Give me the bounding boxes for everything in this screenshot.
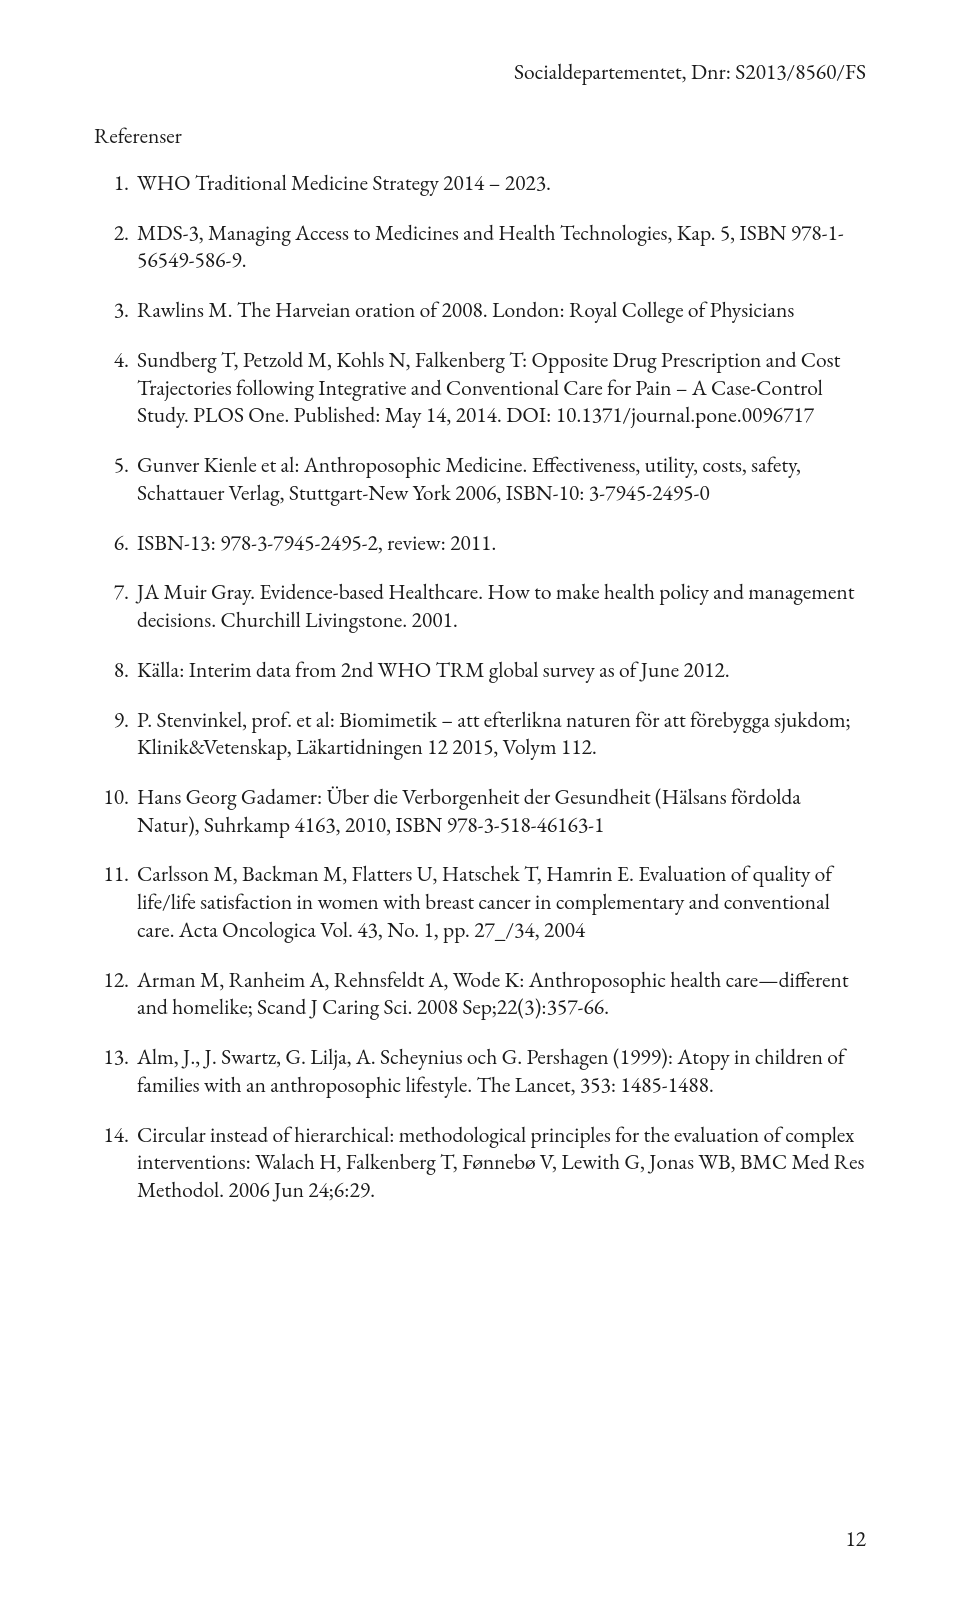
reference-text: Källa: Interim data from 2nd WHO TRM glo… (137, 657, 866, 685)
reference-number: 1. (94, 170, 137, 198)
reference-item: 7. JA Muir Gray. Evidence-based Healthca… (94, 579, 866, 634)
reference-number: 9. (94, 707, 137, 762)
reference-number: 3. (94, 297, 137, 325)
reference-text: Rawlins M. The Harveian oration of 2008.… (137, 297, 866, 325)
reference-item: 9. P. Stenvinkel, prof. et al: Biomimeti… (94, 707, 866, 762)
reference-item: 11. Carlsson M, Backman M, Flatters U, H… (94, 861, 866, 944)
reference-item: 13. Alm, J., J. Swartz, G. Lilja, A. Sch… (94, 1044, 866, 1099)
reference-number: 11. (94, 861, 137, 944)
reference-number: 5. (94, 452, 137, 507)
reference-number: 12. (94, 967, 137, 1022)
reference-text: Alm, J., J. Swartz, G. Lilja, A. Scheyni… (137, 1044, 866, 1099)
page: Socialdepartementet, Dnr: S2013/8560/FS … (0, 0, 960, 1607)
reference-number: 2. (94, 220, 137, 275)
page-number: 12 (845, 1525, 866, 1553)
reference-number: 13. (94, 1044, 137, 1099)
reference-list: 1. WHO Traditional Medicine Strategy 201… (94, 170, 866, 1205)
reference-item: 12. Arman M, Ranheim A, Rehnsfeldt A, Wo… (94, 967, 866, 1022)
reference-item: 14. Circular instead of hierarchical: me… (94, 1122, 866, 1205)
reference-item: 2. MDS-3, Managing Access to Medicines a… (94, 220, 866, 275)
reference-text: ISBN-13: 978-3-7945-2495-2, review: 2011… (137, 530, 866, 558)
reference-text: P. Stenvinkel, prof. et al: Biomimetik –… (137, 707, 866, 762)
reference-text: Sundberg T, Petzold M, Kohls N, Falkenbe… (137, 347, 866, 430)
reference-item: 4. Sundberg T, Petzold M, Kohls N, Falke… (94, 347, 866, 430)
reference-number: 8. (94, 657, 137, 685)
reference-text: Hans Georg Gadamer: Über die Verborgenhe… (137, 784, 866, 839)
reference-item: 1. WHO Traditional Medicine Strategy 201… (94, 170, 866, 198)
reference-text: Arman M, Ranheim A, Rehnsfeldt A, Wode K… (137, 967, 866, 1022)
reference-number: 14. (94, 1122, 137, 1205)
reference-item: 6. ISBN-13: 978-3-7945-2495-2, review: 2… (94, 530, 866, 558)
reference-text: Carlsson M, Backman M, Flatters U, Hatsc… (137, 861, 866, 944)
reference-item: 3. Rawlins M. The Harveian oration of 20… (94, 297, 866, 325)
reference-item: 8. Källa: Interim data from 2nd WHO TRM … (94, 657, 866, 685)
reference-text: Circular instead of hierarchical: method… (137, 1122, 866, 1205)
reference-number: 7. (94, 579, 137, 634)
reference-number: 10. (94, 784, 137, 839)
reference-number: 4. (94, 347, 137, 430)
reference-text: Gunver Kienle et al: Anthroposophic Medi… (137, 452, 866, 507)
reference-text: WHO Traditional Medicine Strategy 2014 –… (137, 170, 866, 198)
section-title-referenser: Referenser (94, 122, 866, 150)
header-right: Socialdepartementet, Dnr: S2013/8560/FS (514, 58, 866, 86)
reference-text: MDS-3, Managing Access to Medicines and … (137, 220, 866, 275)
reference-text: JA Muir Gray. Evidence-based Healthcare.… (137, 579, 866, 634)
reference-item: 10. Hans Georg Gadamer: Über die Verborg… (94, 784, 866, 839)
reference-item: 5. Gunver Kienle et al: Anthroposophic M… (94, 452, 866, 507)
reference-number: 6. (94, 530, 137, 558)
